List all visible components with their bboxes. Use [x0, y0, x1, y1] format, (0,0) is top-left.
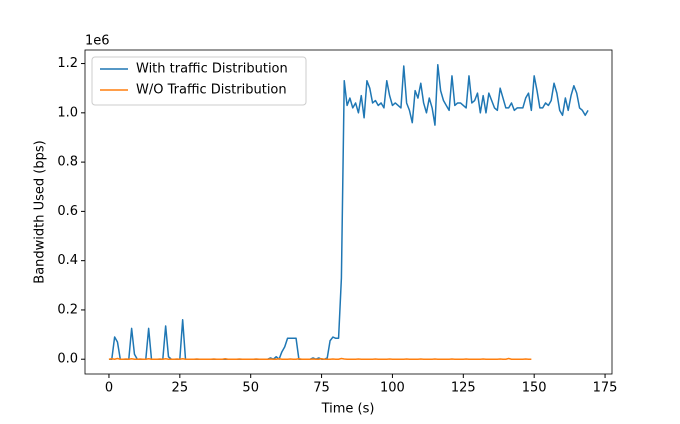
- y-tick-label: 0.0: [57, 352, 78, 367]
- x-tick-label: 75: [313, 381, 330, 396]
- x-tick-label: 50: [242, 381, 259, 396]
- x-axis-label: Time (s): [321, 402, 375, 417]
- y-axis-label: Bandwidth Used (bps): [33, 140, 48, 283]
- plot-frame: [84, 49, 613, 375]
- x-tick-label: 150: [522, 381, 547, 396]
- series-line: [108, 64, 589, 360]
- x-tick-label: 25: [172, 381, 189, 396]
- y-offset-label: 1e6: [85, 34, 110, 49]
- y-tick-label: 1.2: [57, 56, 78, 71]
- x-tick-label: 100: [380, 381, 405, 396]
- y-tick-label: 1.0: [57, 105, 78, 120]
- legend-label: W/O Traffic Distribution: [136, 83, 287, 98]
- x-tick-label: 0: [105, 381, 113, 396]
- legend-box: [91, 56, 307, 106]
- series-line: [108, 357, 532, 360]
- x-tick-label: 125: [451, 381, 476, 396]
- x-tick-label: 175: [593, 381, 618, 396]
- legend-label: With traffic Distribution: [136, 62, 288, 77]
- y-tick-label: 0.8: [57, 155, 78, 170]
- y-tick-label: 0.4: [57, 253, 78, 268]
- y-tick-label: 0.6: [57, 204, 78, 219]
- y-tick-label: 0.2: [57, 302, 78, 317]
